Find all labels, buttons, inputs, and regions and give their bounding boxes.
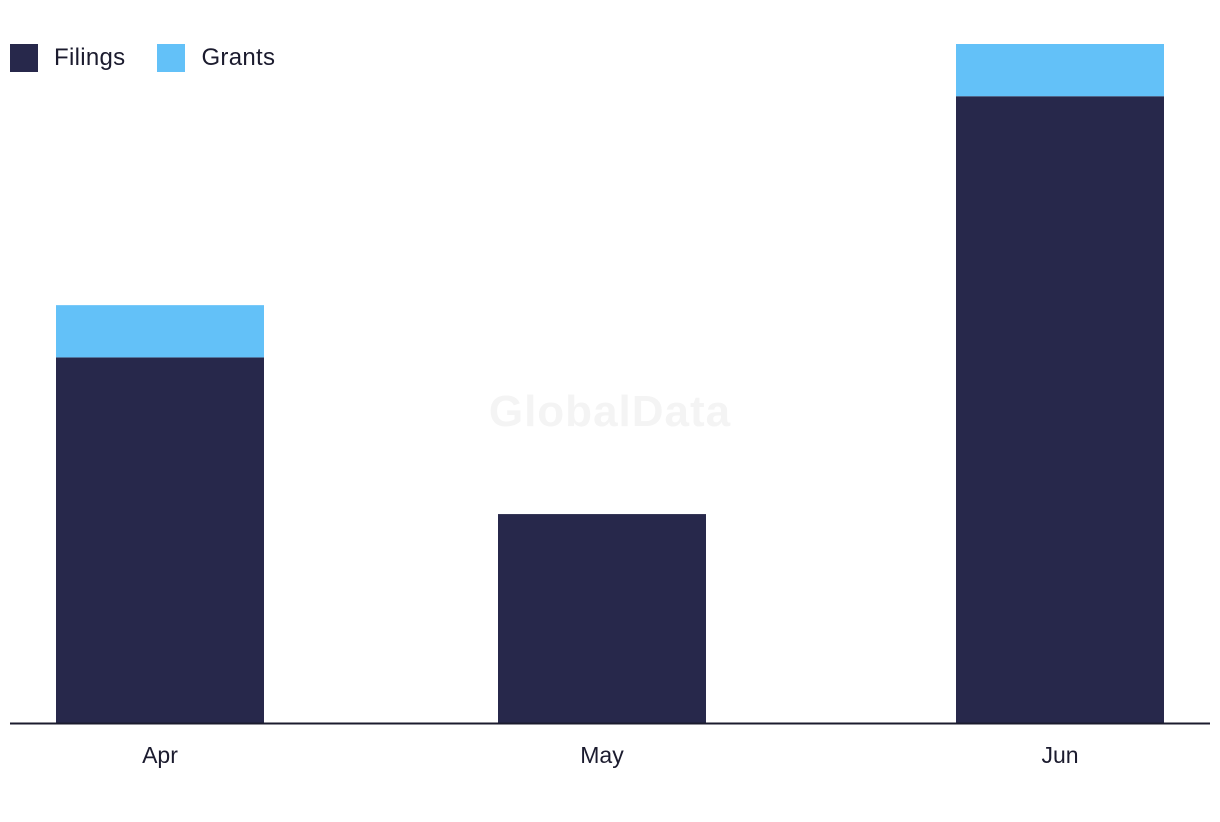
bar-grants-apr xyxy=(56,305,264,358)
bar-filings-jun xyxy=(956,96,1164,723)
bar-grants-jun xyxy=(956,44,1164,97)
bar-filings-apr xyxy=(56,357,264,723)
legend-label-filings: Filings xyxy=(54,44,126,71)
legend-label-grants: Grants xyxy=(201,44,276,71)
x-tick-label-apr: Apr xyxy=(142,742,178,768)
legend-swatch-filings xyxy=(10,44,38,72)
bar-filings-may xyxy=(498,514,706,723)
watermark: GlobalData xyxy=(488,387,732,436)
legend-item-grants: Grants xyxy=(157,44,275,72)
legend: Filings Grants xyxy=(10,44,307,72)
x-tick-label-may: May xyxy=(580,742,624,768)
x-tick-label-jun: Jun xyxy=(1041,742,1078,768)
legend-item-filings: Filings xyxy=(10,44,125,72)
legend-swatch-grants xyxy=(157,44,186,72)
